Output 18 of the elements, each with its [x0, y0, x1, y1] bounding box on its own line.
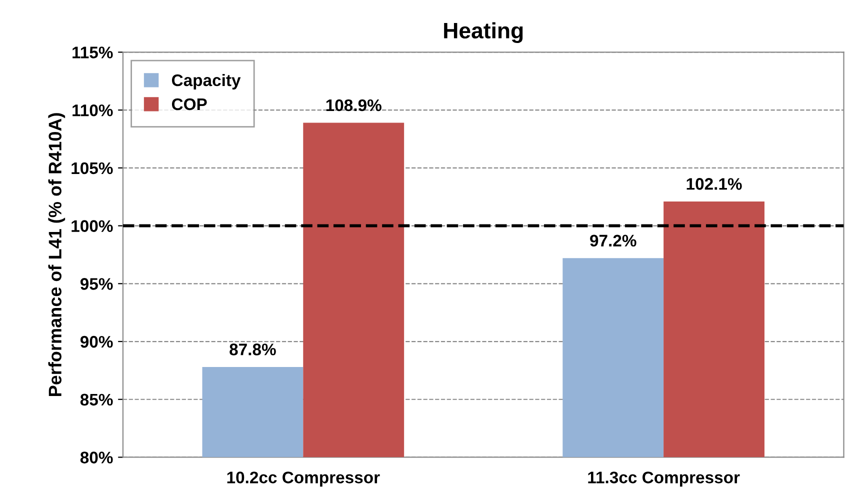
- data-label: 102.1%: [686, 178, 742, 190]
- x-tick-label: 11.3cc Compressor: [588, 472, 740, 487]
- legend-label: COP: [172, 98, 207, 110]
- y-tick-label: 85%: [80, 394, 113, 406]
- chart-title: Heating: [444, 22, 523, 44]
- data-label: 87.8%: [230, 344, 276, 356]
- y-tick-label: 80%: [80, 452, 113, 464]
- y-tick-label: 90%: [80, 336, 113, 348]
- y-tick-label: 95%: [80, 278, 113, 290]
- data-label: 108.9%: [326, 99, 382, 112]
- y-axis-title: Performance of L41 (% of R410A): [48, 113, 66, 396]
- y-tick-label: 115%: [72, 46, 113, 58]
- legend-label: Capacity: [172, 74, 241, 90]
- data-label: 97.2%: [590, 234, 636, 247]
- y-tick-label: 110%: [72, 104, 113, 116]
- y-tick-label: 105%: [72, 162, 113, 174]
- y-tick-label: 100%: [72, 220, 113, 232]
- x-tick-label: 10.2cc Compressor: [227, 472, 380, 487]
